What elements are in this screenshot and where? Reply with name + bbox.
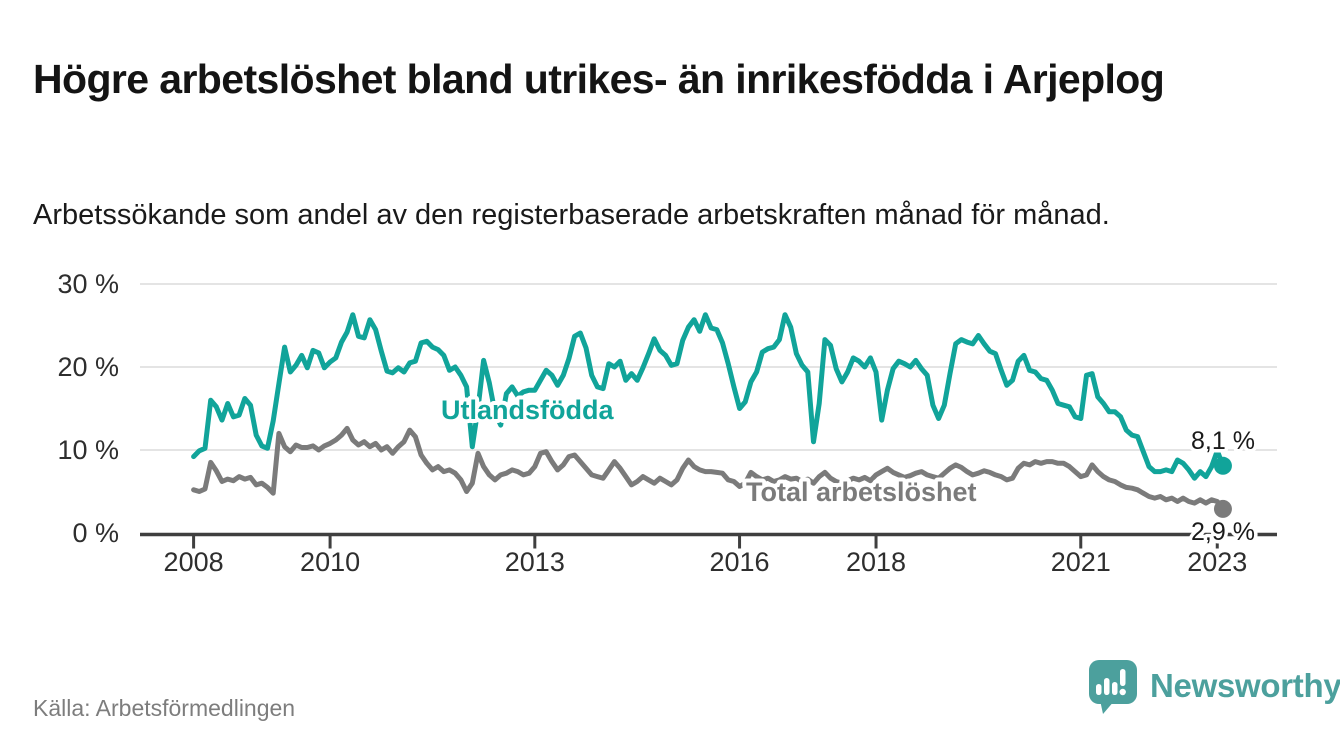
x-tick-label-2010: 2010 [300, 547, 360, 577]
x-tick-label-2018: 2018 [846, 547, 906, 577]
end-dot-utlandsfodda [1213, 456, 1232, 475]
y-tick-label-20: 20 % [57, 352, 119, 382]
source-attribution: Källa: Arbetsförmedlingen [33, 695, 296, 721]
series-label-total-arbetsloshet: Total arbetslöshet [746, 477, 977, 507]
newsworthy-logo-icon [1089, 660, 1137, 714]
brand-wordmark: Newsworthy [1150, 667, 1340, 704]
x-tick-label-2008: 2008 [164, 547, 224, 577]
chart-subtitle: Arbetssökande som andel av den registerb… [33, 199, 1110, 231]
series-label-utlandsfodda: Utlandsfödda [441, 395, 614, 425]
series-line-utlandsfodda [191, 312, 1226, 481]
bar-chart-glyph [1096, 669, 1126, 696]
y-tick-label-10: 10 % [57, 435, 119, 465]
x-tick-label-2016: 2016 [710, 547, 770, 577]
y-tick-label-0: 0 % [72, 518, 119, 548]
y-tick-label-30: 30 % [57, 269, 119, 299]
newsworthy-brand: Newsworthy [1087, 658, 1340, 714]
page-title: Högre arbetslöshet bland utrikes- än inr… [33, 56, 1165, 103]
series-line-total-arbetsloshet [191, 425, 1226, 512]
x-tick-label-2021: 2021 [1051, 547, 1111, 577]
end-value-label-utlandsfodda: 8,1 % [1191, 427, 1255, 455]
x-tick-label-2023: 2023 [1187, 547, 1247, 577]
x-tick-label-2013: 2013 [505, 547, 565, 577]
end-dot-total-arbetsloshet [1213, 499, 1232, 518]
end-value-label-total-arbetsloshet: 2,9 % [1191, 518, 1255, 546]
